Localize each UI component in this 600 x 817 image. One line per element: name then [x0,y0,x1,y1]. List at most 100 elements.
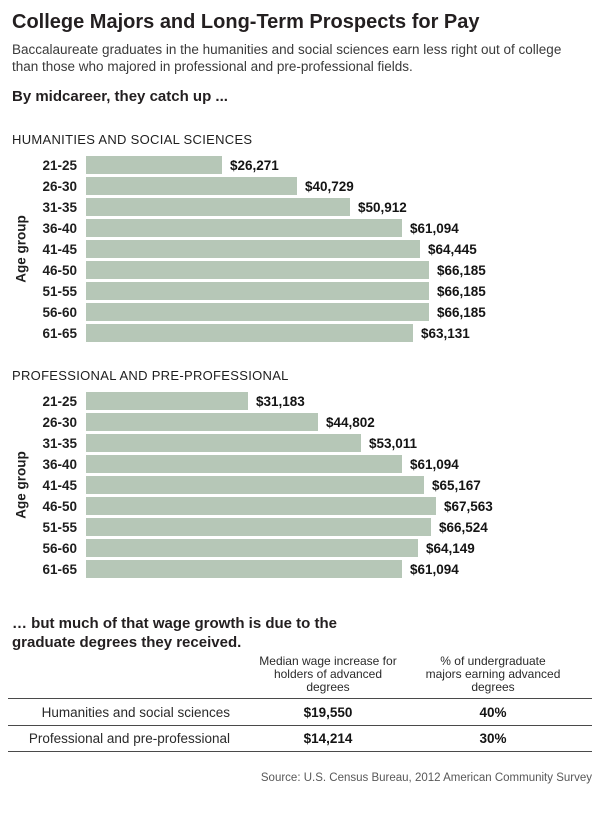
chart-row: 46-50 $66,185 [28,261,600,279]
bar [86,303,429,321]
bar-value-label: $61,094 [410,456,459,472]
age-group-tick-label: 46-50 [42,262,77,278]
bar [86,219,402,237]
page-title: College Majors and Long-Term Prospects f… [12,11,480,33]
table-wage-increase-value: $19,550 [303,704,353,720]
bar-value-label: $26,271 [230,157,279,173]
bar-value-label: $65,167 [432,477,481,493]
age-group-tick-label: 31-35 [42,435,77,451]
table-col-header-wage-increase-text: Median wage increase for holders of adva… [259,654,397,694]
age-group-tick-label: 31-35 [42,199,77,215]
bar-value-label: $64,445 [428,241,477,257]
source-line: Source: U.S. Census Bureau, 2012 America… [260,772,592,784]
wage-growth-heading: … but much of that wage growth is due to… [12,615,337,651]
bar-rows: 21-25 $31,183 26-30 $44,802 31-35 $53,011 36-4… [28,392,600,578]
bar-value-label: $66,185 [437,262,486,278]
age-group-tick-label: 51-55 [42,519,77,535]
bar [86,177,297,195]
chart-row: 21-25 $26,271 [28,156,600,174]
age-group-tick-label: 46-50 [42,498,77,514]
chart-row: 41-45 $65,167 [28,476,600,494]
chart-row: 36-40 $61,094 [28,455,600,473]
chart-row: 31-35 $50,912 [28,198,600,216]
age-group-tick-label: 41-45 [42,477,77,493]
midcareer-heading: By midcareer, they catch up ... [12,88,228,105]
table-pct-advanced-value: 40% [479,704,507,720]
bar [86,261,429,279]
chart-row: 56-60 $66,185 [28,303,600,321]
bar [86,240,420,258]
bar [86,434,361,452]
bar [86,392,248,410]
bar [86,156,222,174]
chart-title-professional: PROFESSIONAL AND PRE-PROFESSIONAL [12,368,289,383]
chart-row: 46-50 $67,563 [28,497,600,515]
age-group-tick-label: 26-30 [42,178,77,194]
chart-row: 61-65 $61,094 [28,560,600,578]
bar [86,539,418,557]
chart-row: 61-65 $63,131 [28,324,600,342]
bar-value-label: $61,094 [410,220,459,236]
age-group-tick-label: 36-40 [42,220,77,236]
age-group-tick-label: 21-25 [42,393,77,409]
chart-professional: PROFESSIONAL AND PRE-PROFESSIONAL Age gr… [12,368,600,578]
bar-value-label: $66,524 [439,519,488,535]
table-wage-increase-value: $14,214 [303,731,353,746]
age-group-tick-label: 21-25 [42,157,77,173]
chart-row: 56-60 $64,149 [28,539,600,557]
age-group-tick-label: 56-60 [42,540,77,556]
table-col-header-wage-increase: Median wage increase for holders of adva… [238,655,418,694]
wage-table: Median wage increase for holders of adva… [8,655,592,752]
chart-humanities: HUMANITIES AND SOCIAL SCIENCES Age group… [12,132,600,342]
bar-value-label: $61,094 [410,561,459,577]
bar-value-label: $31,183 [256,393,305,409]
age-group-tick-label: 56-60 [42,304,77,320]
bar [86,518,431,536]
chart-row: 21-25 $31,183 [28,392,600,410]
table-row-label: Humanities and social sciences [41,704,230,720]
bar-value-label: $50,912 [358,199,407,215]
chart-row: 31-35 $53,011 [28,434,600,452]
chart-row: 51-55 $66,524 [28,518,600,536]
bar-rows: 21-25 $26,271 26-30 $40,729 31-35 $50,912 36-4… [28,156,600,342]
table-header-row: Median wage increase for holders of adva… [8,655,592,698]
table-rows: Humanities and social sciences $19,550 40%… [8,698,592,752]
age-group-tick-label: 41-45 [42,241,77,257]
bar [86,497,436,515]
bar-value-label: $64,149 [426,540,475,556]
age-group-tick-label: 61-65 [42,325,77,341]
y-axis-label: Age group [13,215,29,283]
chart-title-humanities: HUMANITIES AND SOCIAL SCIENCES [12,132,253,147]
table-col-header-pct-advanced: % of undergraduate majors earning advanc… [418,655,568,694]
bar [86,455,402,473]
bar-value-label: $40,729 [305,178,354,194]
bar [86,324,413,342]
bar-value-label: $67,563 [444,498,493,514]
age-group-tick-label: 51-55 [42,283,77,299]
table-pct-advanced-value: 30% [479,731,507,746]
bar-value-label: $66,185 [437,304,486,320]
chart-body: Age group 21-25 $26,271 26-30 $40,729 31-35 $… [12,156,600,342]
bar-value-label: $53,011 [369,435,418,451]
bar [86,198,350,216]
age-group-tick-label: 26-30 [42,414,77,430]
bar [86,413,318,431]
subtitle: Baccalaureate graduates in the humanitie… [12,42,562,74]
bar [86,282,429,300]
age-group-tick-label: 36-40 [42,456,77,472]
y-axis-label: Age group [13,451,29,519]
table-row: Humanities and social sciences $19,550 40% [8,698,592,725]
chart-row: 26-30 $44,802 [28,413,600,431]
chart-body: Age group 21-25 $31,183 26-30 $44,802 31-35 $… [12,392,600,578]
table-col-header-pct-advanced-text: % of undergraduate majors earning advanc… [425,654,561,694]
chart-row: 36-40 $61,094 [28,219,600,237]
bar [86,560,402,578]
table-row: Professional and pre-professional $14,214… [8,725,592,752]
age-group-tick-label: 61-65 [42,561,77,577]
bar-value-label: $63,131 [421,325,470,341]
table-row-label: Professional and pre-professional [28,731,230,746]
bar [86,476,424,494]
bar-value-label: $44,802 [326,414,375,430]
chart-row: 26-30 $40,729 [28,177,600,195]
